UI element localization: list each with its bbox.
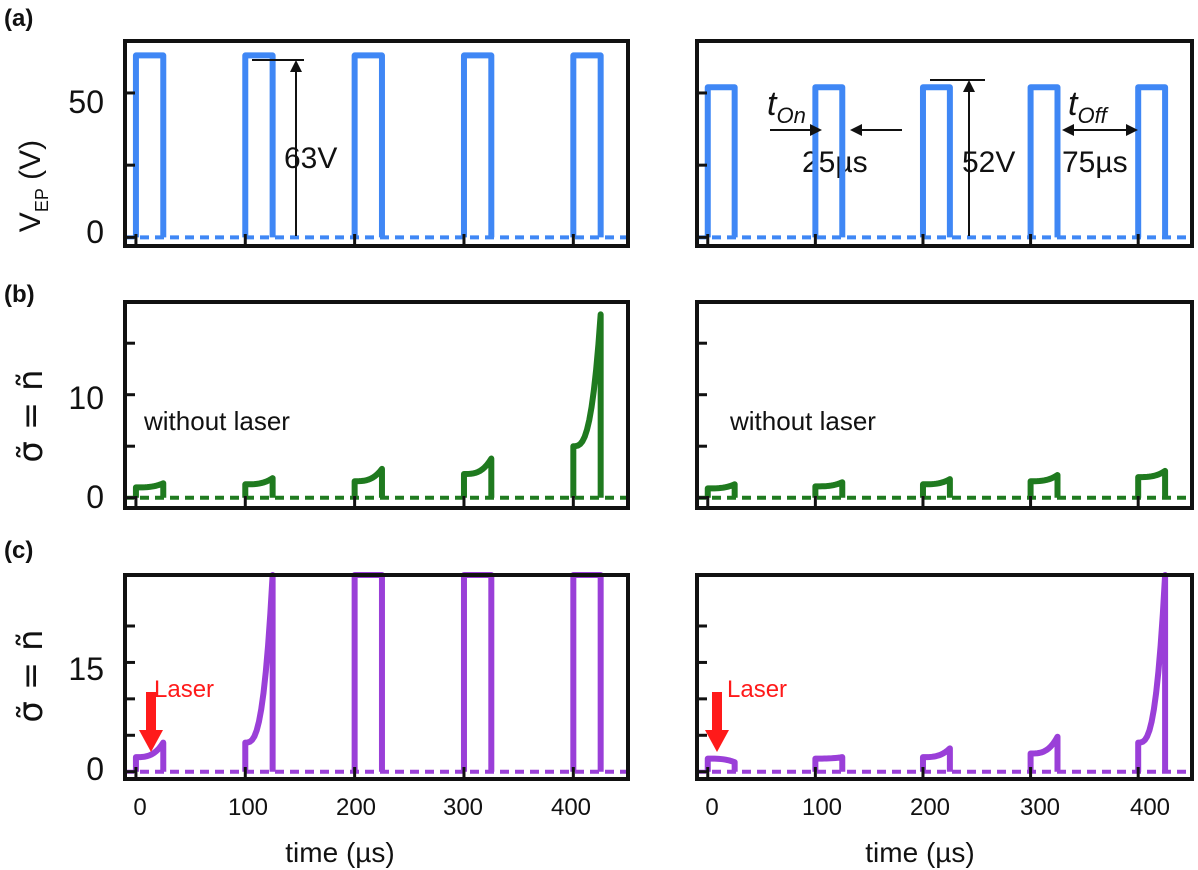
plot-frame: [695, 573, 1194, 781]
ytick-a-50: 50: [68, 84, 104, 120]
xtick-label: 200: [910, 794, 950, 821]
ylabel-b: σ̃ = ñ: [11, 369, 51, 462]
ytick-b-10: 10: [68, 380, 104, 416]
xticks-left: 0 100 200 300 400: [133, 794, 591, 821]
arrowhead: [1126, 124, 1138, 136]
annotation-without-laser: without laser: [143, 406, 290, 436]
arrowhead: [963, 80, 975, 92]
plot-frame: [695, 300, 1194, 510]
series-pulse: [570, 52, 604, 238]
series-pulse: [812, 479, 846, 498]
series-pulse: [460, 52, 495, 238]
annotation-52v: 52V: [962, 146, 1015, 179]
series-pulse: [460, 455, 495, 498]
series-pulse: [132, 480, 167, 498]
series-pulse: [132, 52, 167, 238]
ytick-c-15: 15: [68, 651, 104, 687]
series-pulse: [242, 572, 276, 772]
plot-a-right: tOn 25µs 52V tOff 75µs: [695, 39, 1194, 248]
xtick-label: 400: [551, 794, 591, 821]
series-pulse: [1027, 733, 1061, 772]
xtick-label: 300: [1020, 794, 1060, 821]
xtick-label: 100: [228, 794, 268, 821]
laser-arrow-head: [705, 730, 729, 752]
annotation-t-on: tOn: [767, 85, 806, 128]
annotation-laser: Laser: [727, 676, 787, 703]
series-pulse: [812, 84, 846, 238]
xtick-label: 400: [1130, 794, 1170, 821]
series-pulse: [242, 475, 276, 498]
plot-frame: [123, 39, 630, 248]
series-pulse: [704, 84, 738, 238]
plot-a-left: 63V: [123, 39, 630, 248]
series-pulse: [919, 476, 953, 498]
panel-label-a: (a): [4, 5, 33, 32]
plot-b-left: without laser: [123, 300, 630, 510]
series-pulse: [351, 465, 385, 498]
arrowhead: [290, 60, 302, 72]
plot-c-right: Laser: [695, 572, 1194, 781]
series-pulse: [570, 311, 604, 498]
annotation-laser: Laser: [154, 676, 214, 703]
series-pulse: [1027, 84, 1061, 238]
annotation-63v: 63V: [284, 142, 337, 175]
laser-arrow-shaft: [712, 692, 722, 732]
arrowhead: [1062, 124, 1074, 136]
xtick-label: 0: [133, 794, 146, 821]
laser-arrow-head: [139, 730, 163, 752]
annotation-25us: 25µs: [802, 146, 868, 179]
series-pulse: [570, 572, 604, 772]
xtick-label: 200: [336, 794, 376, 821]
series-pulse: [460, 572, 495, 772]
xtick-label: 100: [802, 794, 842, 821]
ylabel-c: σ̃ = ñ: [11, 629, 51, 722]
series-pulse: [1027, 472, 1061, 498]
xtick-label: 300: [443, 794, 483, 821]
xlabel-right: time (µs): [865, 837, 974, 868]
arrowhead: [810, 124, 822, 136]
series-pulse: [919, 745, 953, 772]
series-pulse: [812, 754, 846, 772]
series-pulse: [1135, 84, 1169, 238]
ytick-a-0: 0: [86, 214, 104, 250]
series-pulse: [1135, 572, 1169, 772]
xticks-right: 0 100 200 300 400: [705, 794, 1170, 821]
series-pulse: [132, 739, 167, 772]
plot-frame: [123, 573, 630, 781]
annotation-t-off: tOff: [1068, 85, 1110, 128]
series-pulse: [919, 84, 953, 238]
annotation-75us: 75µs: [1062, 146, 1128, 179]
arrowhead: [850, 124, 862, 136]
series-pulse: [704, 481, 738, 498]
series-pulse: [704, 755, 738, 772]
panel-label-c: (c): [4, 537, 33, 564]
series-pulse: [1135, 467, 1169, 498]
series-pulse: [351, 52, 385, 238]
plot-c-left: Laser: [123, 572, 630, 781]
xlabel-left: time (µs): [285, 837, 394, 868]
ylabel-a: VEP (V): [14, 140, 52, 232]
plot-frame: [695, 39, 1194, 248]
ytick-b-0: 0: [86, 479, 104, 515]
annotation-without-laser: without laser: [729, 406, 876, 436]
plot-b-right: without laser: [695, 300, 1194, 510]
series-pulse: [351, 572, 385, 772]
series-pulse: [242, 52, 276, 238]
plot-frame: [123, 300, 630, 510]
panel-label-b: (b): [4, 281, 35, 308]
ytick-c-0: 0: [86, 751, 104, 787]
xtick-label: 0: [705, 794, 718, 821]
laser-arrow-shaft: [146, 692, 156, 732]
